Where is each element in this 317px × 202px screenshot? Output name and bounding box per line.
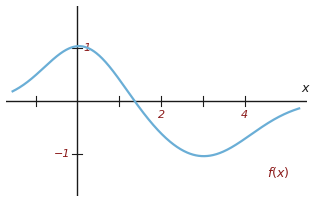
Text: 2: 2 xyxy=(158,110,165,121)
Text: x: x xyxy=(302,82,309,95)
Text: $f(x)$: $f(x)$ xyxy=(267,165,289,180)
Text: 1: 1 xyxy=(84,43,91,53)
Text: −1: −1 xyxy=(54,149,70,159)
Text: 4: 4 xyxy=(241,110,248,121)
